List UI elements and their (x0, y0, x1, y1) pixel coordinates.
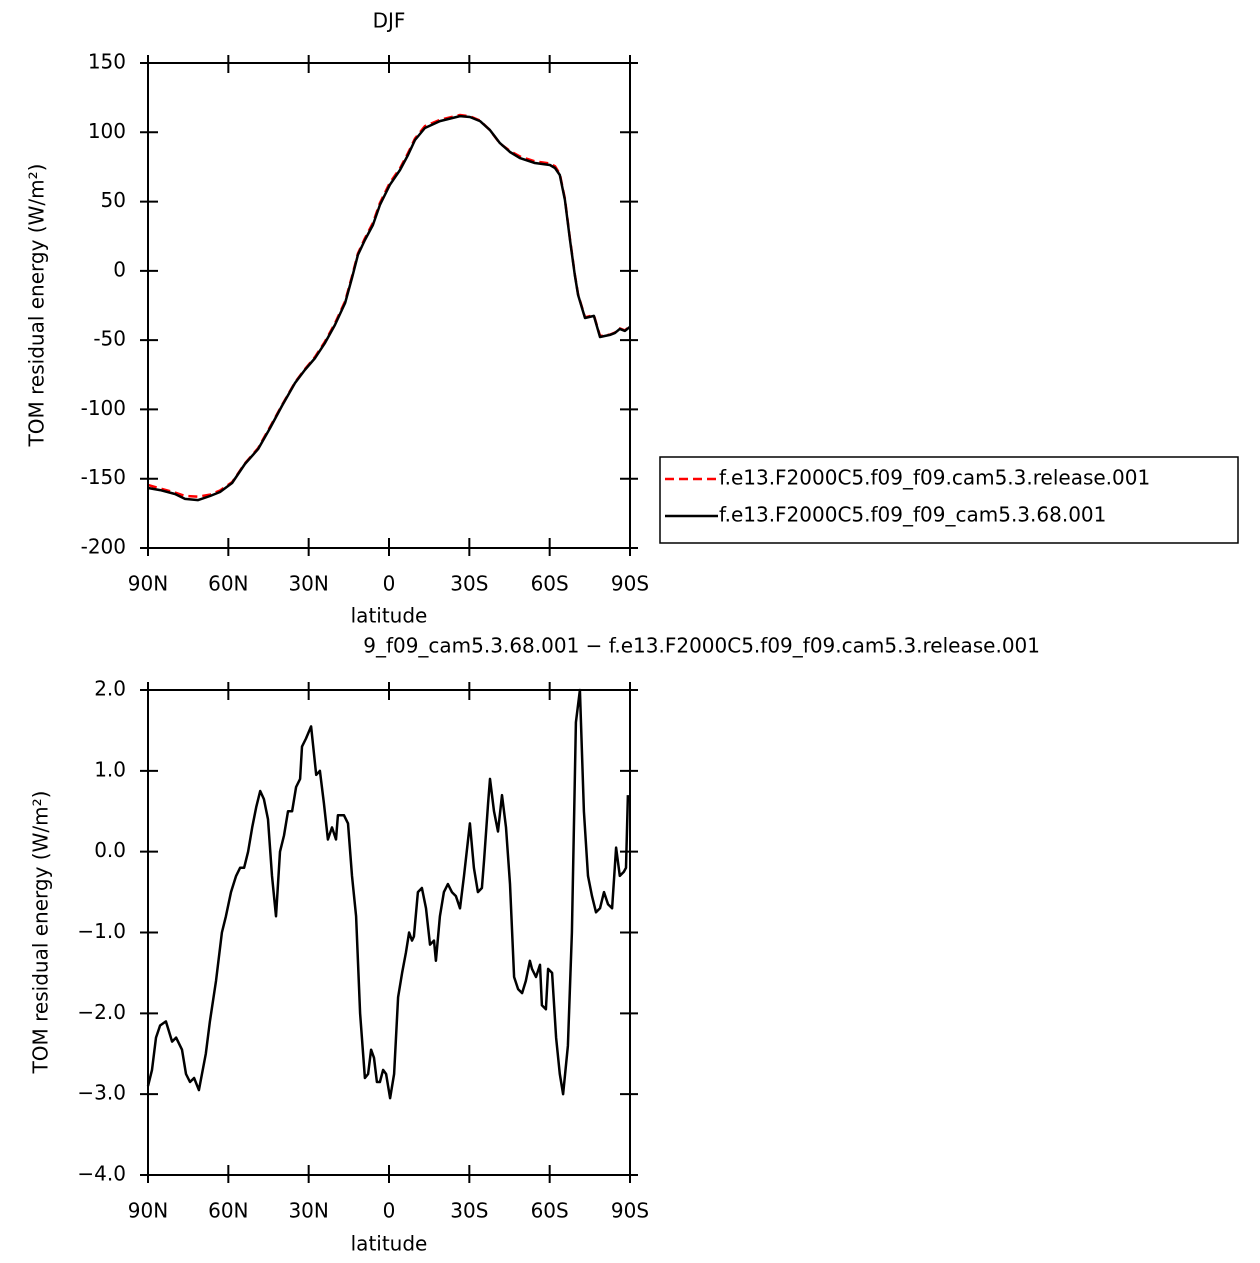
x-tick-label: 90N (128, 572, 168, 596)
legend-label: f.e13.F2000C5.f09_f09_cam5.3.68.001 (719, 503, 1106, 527)
x-tick-label: 60N (208, 572, 248, 596)
x-tick-label: 30S (450, 572, 488, 596)
y-axis-label: TOM residual energy (W/m²) (25, 164, 49, 448)
x-tick-label: 0 (383, 1199, 396, 1223)
y-axis-label: TOM residual energy (W/m²) (29, 791, 53, 1075)
y-tick-label: −4.0 (77, 1162, 126, 1186)
x-tick-label: 30N (288, 1199, 328, 1223)
chart-title: 9_f09_cam5.3.68.001 − f.e13.F2000C5.f09_… (363, 634, 1040, 658)
x-axis-label: latitude (351, 604, 428, 628)
y-tick-label: −1.0 (77, 919, 126, 943)
y-tick-label: -50 (93, 327, 126, 351)
y-tick-label: 50 (101, 188, 126, 212)
y-tick-label: 0 (113, 257, 126, 281)
x-tick-label: 90S (611, 1199, 649, 1223)
x-tick-label: 60S (531, 572, 569, 596)
plot-frame (147, 62, 631, 549)
y-tick-label: 0.0 (94, 838, 126, 862)
y-tick-label: -200 (81, 535, 126, 559)
x-tick-label: 90S (611, 572, 649, 596)
x-axis-label: latitude (351, 1232, 428, 1256)
plot-frame (147, 689, 631, 1176)
chart-title: DJF (373, 9, 406, 33)
y-tick-label: 1.0 (94, 757, 126, 781)
y-tick-label: -100 (81, 396, 126, 420)
data-line (147, 114, 631, 502)
y-tick-label: −3.0 (77, 1081, 126, 1105)
y-tick-label: 150 (88, 50, 126, 74)
legend-label: f.e13.F2000C5.f09_f09.cam5.3.release.001 (719, 466, 1150, 490)
y-tick-label: 100 (88, 119, 126, 143)
x-tick-label: 60S (531, 1199, 569, 1223)
x-tick-label: 30N (288, 572, 328, 596)
data-line (146, 688, 630, 1100)
legend-box (659, 456, 1239, 544)
y-tick-label: -150 (81, 465, 126, 489)
x-tick-label: 60N (208, 1199, 248, 1223)
y-tick-label: 2.0 (94, 677, 126, 701)
y-tick-label: −2.0 (77, 1000, 126, 1024)
x-tick-label: 90N (128, 1199, 168, 1223)
x-tick-label: 0 (383, 572, 396, 596)
x-tick-label: 30S (450, 1199, 488, 1223)
